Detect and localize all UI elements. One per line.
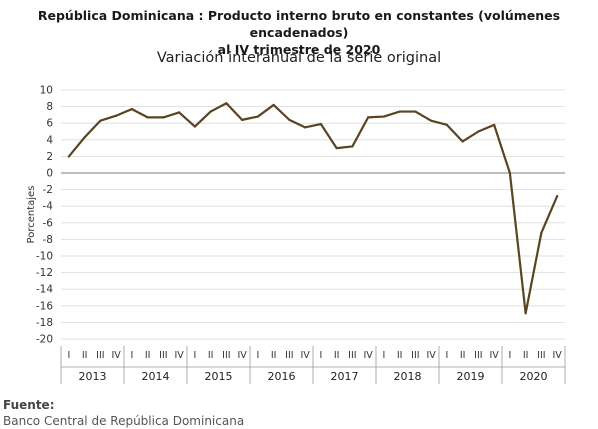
data-point (241, 118, 244, 121)
y-tick-label: 4 (46, 134, 53, 146)
y-tick-label: -20 (36, 334, 53, 346)
quarter-tick-label: III (159, 350, 167, 361)
data-point (256, 115, 259, 118)
quarter-tick-label: II (334, 350, 340, 361)
y-tick-label: -18 (36, 317, 53, 329)
quarter-tick-label: I (256, 350, 259, 361)
quarter-tick-label: I (319, 350, 322, 361)
year-label: 2015 (205, 370, 233, 383)
quarter-tick-label: II (460, 350, 466, 361)
data-point (335, 147, 338, 150)
data-point (556, 195, 559, 198)
data-point (398, 110, 401, 113)
quarter-tick-label: IV (426, 350, 436, 361)
data-point (477, 130, 480, 133)
quarter-tick-label: IV (489, 350, 499, 361)
y-tick-label: -8 (43, 234, 53, 246)
quarter-tick-label: II (271, 350, 277, 361)
y-tick-label: 2 (46, 151, 53, 163)
chart-title-line-1: República Dominicana : Producto interno … (37, 8, 561, 40)
quarter-tick-label: II (397, 350, 403, 361)
chart-title-line-2: al IV trimestre de 2020 (217, 42, 381, 57)
data-point (304, 126, 307, 129)
y-tick-label: -2 (43, 184, 53, 196)
quarter-tick-label: I (193, 350, 196, 361)
year-label: 2019 (457, 370, 485, 383)
data-point (493, 123, 496, 126)
quarter-tick-label: I (508, 350, 511, 361)
y-tick-label: 10 (40, 85, 53, 97)
source-heading: Fuente: (3, 398, 55, 412)
quarter-tick-label: III (537, 350, 545, 361)
quarter-tick-label: IV (174, 350, 184, 361)
data-point (162, 116, 165, 119)
quarter-tick-label: III (96, 350, 104, 361)
y-tick-label: 6 (46, 118, 53, 130)
quarter-tick-label: II (145, 350, 151, 361)
quarter-tick-label: I (67, 350, 70, 361)
data-point (178, 111, 181, 114)
data-point (193, 125, 196, 128)
quarter-tick-label: III (285, 350, 293, 361)
data-point (430, 119, 433, 122)
quarter-tick-label: IV (300, 350, 310, 361)
quarter-tick-label: II (82, 350, 88, 361)
data-point (319, 122, 322, 126)
data-point (83, 136, 86, 139)
data-point (367, 116, 370, 119)
y-tick-label: 8 (46, 101, 53, 113)
source-text: Banco Central de República Dominicana (3, 414, 245, 428)
quarter-tick-label: IV (363, 350, 373, 361)
quarter-tick-label: II (523, 350, 529, 361)
y-tick-label: -4 (43, 201, 54, 213)
data-point (461, 140, 464, 143)
year-label: 2014 (142, 370, 170, 383)
data-point (146, 116, 149, 119)
y-tick-label: -16 (36, 300, 53, 312)
y-tick-label: -12 (36, 267, 53, 279)
year-label: 2018 (394, 370, 422, 383)
quarter-tick-label: III (348, 350, 356, 361)
data-point (209, 110, 212, 113)
data-point (115, 114, 118, 117)
quarter-tick-label: II (208, 350, 214, 361)
year-label: 2020 (520, 370, 548, 383)
quarter-tick-label: I (445, 350, 448, 361)
y-tick-label: 0 (46, 168, 53, 180)
chart-subtitle: Variación interanual de la serie origina… (156, 50, 442, 66)
data-point (99, 119, 102, 122)
data-point (130, 107, 133, 111)
y-tick-label: -6 (43, 217, 54, 229)
chart-title: República Dominicana : Producto interno … (0, 7, 598, 58)
series-line (67, 102, 559, 315)
line-chart: 10 8 6 4 2 0 -2 -4 -6 -8 -10 -12 -14 -16 -18 -20 Porcent… (26, 85, 566, 384)
quarter-tick-label: IV (552, 350, 562, 361)
quarter-tick-label: III (474, 350, 482, 361)
data-point (445, 123, 448, 126)
quarter-tick-label: IV (111, 350, 121, 361)
data-point (288, 118, 291, 121)
quarter-tick-label: III (411, 350, 419, 361)
data-point (225, 102, 228, 105)
year-label: 2013 (79, 370, 107, 383)
data-point (382, 115, 385, 118)
data-point (540, 231, 543, 234)
year-label: 2017 (331, 370, 359, 383)
quarter-tick-label: III (222, 350, 230, 361)
quarter-tick-label: I (382, 350, 385, 361)
data-point (414, 110, 417, 113)
data-point (508, 171, 511, 175)
year-label: 2016 (268, 370, 296, 383)
data-point (67, 155, 70, 158)
data-point (351, 145, 354, 148)
y-tick-label: -14 (36, 284, 53, 296)
quarter-tick-label: I (130, 350, 133, 361)
data-point (272, 103, 275, 107)
quarter-tick-label: IV (237, 350, 247, 361)
y-axis-title: Porcentajes (26, 186, 37, 244)
y-tick-label: -10 (36, 251, 53, 263)
data-point (524, 312, 527, 315)
